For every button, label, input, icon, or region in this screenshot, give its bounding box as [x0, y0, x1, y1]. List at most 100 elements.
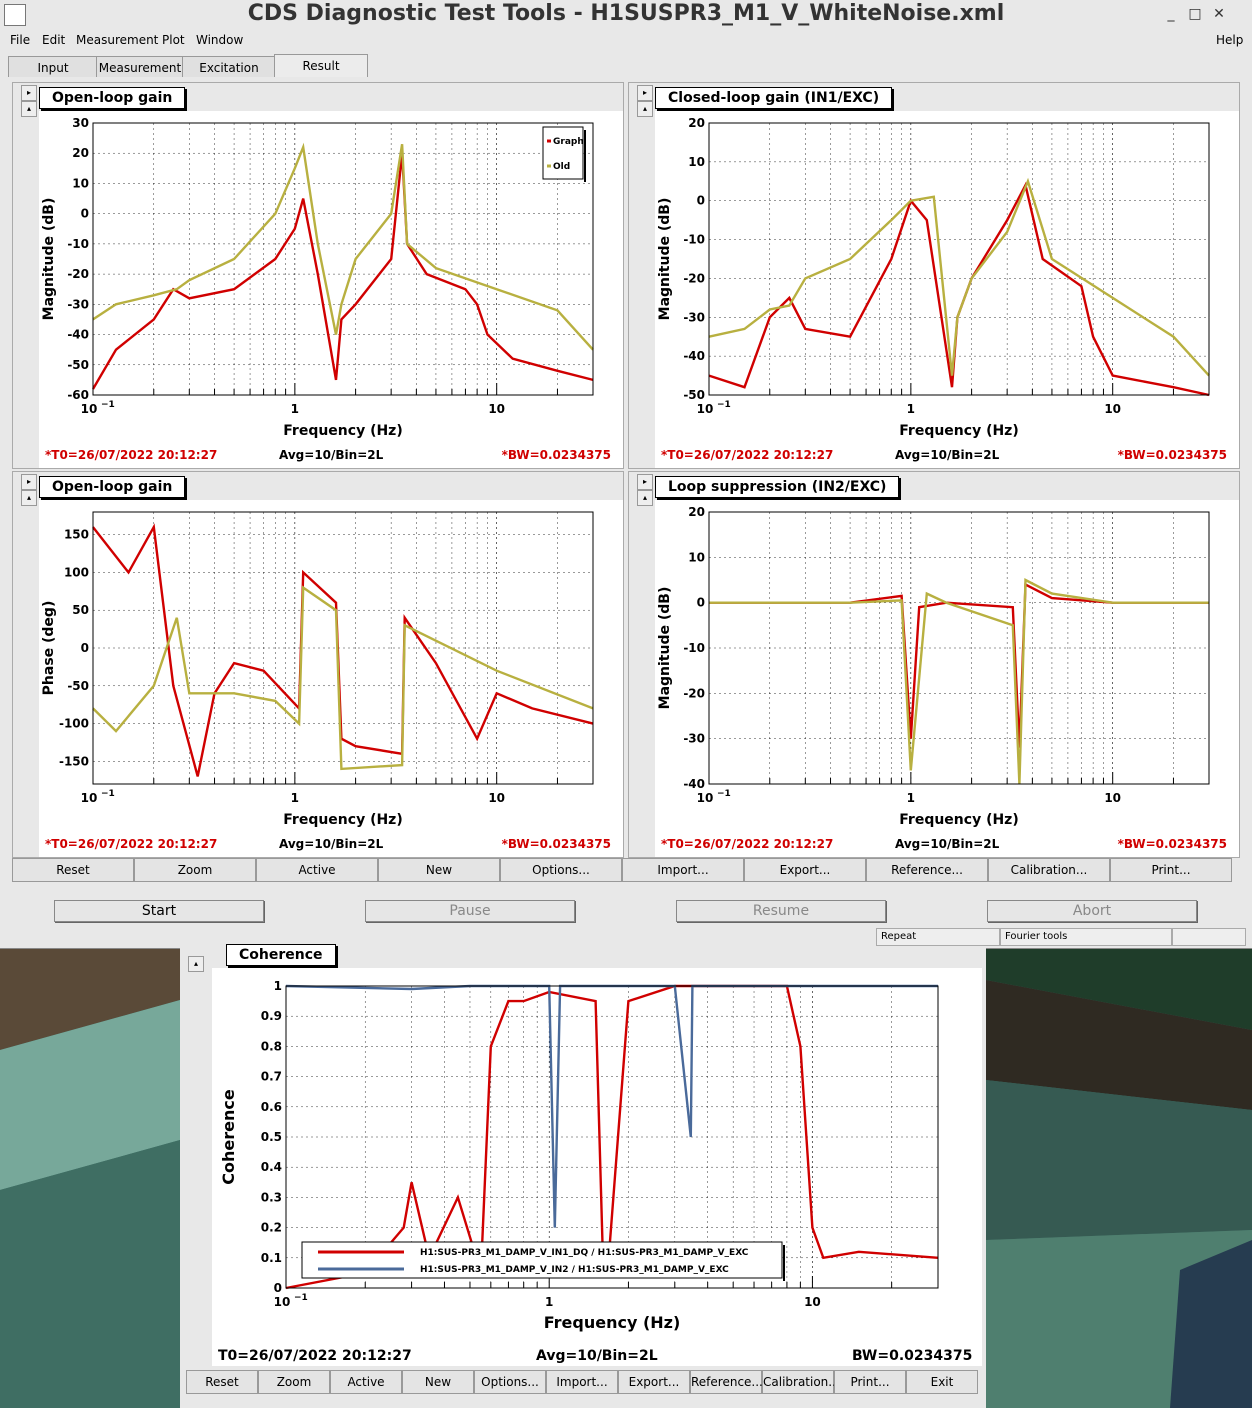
menu-bar: File Edit Measurement Plot Window Help — [0, 30, 1252, 52]
tab-measurement[interactable]: Measurement — [96, 56, 184, 77]
coherence-button-active[interactable]: Active — [330, 1370, 402, 1394]
plot-button-reset[interactable]: Reset — [12, 858, 134, 882]
y-axis-label: Phase (deg) — [41, 601, 57, 696]
legend-shadow — [584, 130, 586, 182]
y-tick-label: 20 — [72, 146, 89, 160]
y-tick-label: -50 — [67, 358, 89, 372]
y-tick-label: 0.3 — [261, 1190, 282, 1204]
coherence-button-options[interactable]: Options... — [474, 1370, 546, 1394]
tab-input[interactable]: Input — [8, 56, 98, 77]
plot-button-active[interactable]: Active — [256, 858, 378, 882]
legend-label-old: Old — [553, 162, 570, 172]
y-tick-label: -20 — [683, 686, 705, 700]
menu-measurement[interactable]: Measurement — [76, 33, 159, 47]
plot-button-zoom[interactable]: Zoom — [134, 858, 256, 882]
footer-bw: *BW=0.0234375 — [1117, 448, 1227, 462]
y-tick-label: -10 — [67, 237, 89, 251]
coherence-button-reset[interactable]: Reset — [186, 1370, 258, 1394]
plot-button-calibration[interactable]: Calibration... — [988, 858, 1110, 882]
pause-button[interactable]: Pause — [365, 900, 575, 922]
coherence-button-exit[interactable]: Exit — [906, 1370, 978, 1394]
coherence-button-calibration[interactable]: Calibration... — [762, 1370, 840, 1394]
x-axis-label: Frequency (Hz) — [544, 1313, 681, 1332]
footer-bw: *BW=0.0234375 — [501, 837, 611, 851]
close-icon[interactable]: ✕ — [1213, 6, 1225, 22]
x-tick-label-0.1: 10 — [81, 402, 98, 416]
series-0-line — [285, 984, 939, 1290]
y-tick-label: 50 — [72, 603, 89, 617]
coherence-footer-bw: BW=0.0234375 — [852, 1348, 973, 1364]
panel-sidebar — [13, 83, 39, 468]
panel-expand-button[interactable]: ▸ — [637, 85, 653, 101]
x-tick-label-1: 1 — [907, 402, 915, 416]
y-tick-label: -150 — [59, 754, 89, 768]
y-tick-label: 0.4 — [261, 1160, 282, 1174]
panel-sidebar — [629, 472, 655, 857]
plot-button-reference[interactable]: Reference... — [866, 858, 988, 882]
panel-collapse-button[interactable]: ▴ — [637, 490, 653, 506]
tab-result[interactable]: Result — [274, 54, 368, 77]
y-tick-label: 10 — [72, 176, 89, 190]
plot-button-import[interactable]: Import... — [622, 858, 744, 882]
y-tick-label: 0 — [697, 194, 705, 208]
y-tick-label: 100 — [64, 565, 89, 579]
menu-help[interactable]: Help — [1216, 33, 1244, 47]
coherence-button-import[interactable]: Import... — [546, 1370, 618, 1394]
y-tick-label: 10 — [688, 550, 705, 564]
resume-button[interactable]: Resume — [676, 900, 886, 922]
x-tick-label-10: 10 — [488, 402, 505, 416]
plot-button-new[interactable]: New — [378, 858, 500, 882]
panel-expand-button[interactable]: ▸ — [21, 85, 37, 101]
tab-excitation[interactable]: Excitation — [182, 56, 276, 77]
y-tick-label: 0.5 — [261, 1130, 282, 1144]
abort-button[interactable]: Abort — [987, 900, 1197, 922]
x-axis-label: Frequency (Hz) — [283, 423, 402, 439]
footer-avg: Avg=10/Bin=2L — [279, 448, 384, 462]
main-window: CDS Diagnostic Test Tools - H1SUSPR3_M1_… — [0, 0, 1252, 949]
coherence-button-export[interactable]: Export... — [618, 1370, 690, 1394]
coherence-footer-avg: Avg=10/Bin=2L — [536, 1348, 658, 1364]
y-tick-label: 0.9 — [261, 1009, 282, 1023]
y-tick-label: -30 — [67, 297, 89, 311]
series-0-line — [92, 523, 594, 777]
y-tick-label: -20 — [683, 271, 705, 285]
menu-window[interactable]: Window — [196, 33, 244, 47]
coherence-button-print[interactable]: Print... — [834, 1370, 906, 1394]
x-tick-label-10: 10 — [488, 791, 505, 805]
plot-button-print[interactable]: Print... — [1110, 858, 1232, 882]
panel-collapse-button[interactable]: ▴ — [21, 490, 37, 506]
y-tick-label: -60 — [67, 388, 89, 402]
menu-file[interactable]: File — [10, 33, 31, 47]
panel-expand-button[interactable]: ▸ — [637, 474, 653, 490]
y-tick-label: 0.7 — [261, 1070, 282, 1084]
coherence-button-new[interactable]: New — [402, 1370, 474, 1394]
y-tick-label: -50 — [67, 679, 89, 693]
footer-t0: *T0=26/07/2022 20:12:27 — [661, 837, 834, 851]
coherence-button-reference[interactable]: Reference... — [690, 1370, 763, 1394]
panel-collapse-button[interactable]: ▴ — [637, 101, 653, 117]
x-tick-label-10: 10 — [804, 1295, 821, 1309]
panel-collapse-button[interactable]: ▴ — [188, 956, 204, 972]
menu-edit[interactable]: Edit — [42, 33, 66, 47]
plot-button-options[interactable]: Options... — [500, 858, 622, 882]
plot-button-export[interactable]: Export... — [744, 858, 866, 882]
series-0-line — [708, 181, 1210, 397]
y-tick-label: 10 — [688, 155, 705, 169]
start-button[interactable]: Start — [54, 900, 264, 922]
minimize-icon[interactable]: _ — [1167, 6, 1175, 22]
title-bar: CDS Diagnostic Test Tools - H1SUSPR3_M1_… — [0, 0, 1252, 30]
coherence-window: ▴ Coherence 1 0.9 0.8 0.7 0.6 0.5 0.4 0.3 0.2 0.1 0 1… — [180, 944, 986, 1408]
status-fourier: Fourier tools — [1000, 928, 1172, 946]
plot-frame — [708, 511, 1210, 785]
y-tick-label: -30 — [683, 732, 705, 746]
menu-plot[interactable]: Plot — [162, 33, 185, 47]
coherence-button-zoom[interactable]: Zoom — [258, 1370, 330, 1394]
maximize-icon[interactable]: □ — [1188, 6, 1202, 22]
panel-expand-button[interactable]: ▸ — [21, 474, 37, 490]
panel-collapse-button[interactable]: ▴ — [21, 101, 37, 117]
